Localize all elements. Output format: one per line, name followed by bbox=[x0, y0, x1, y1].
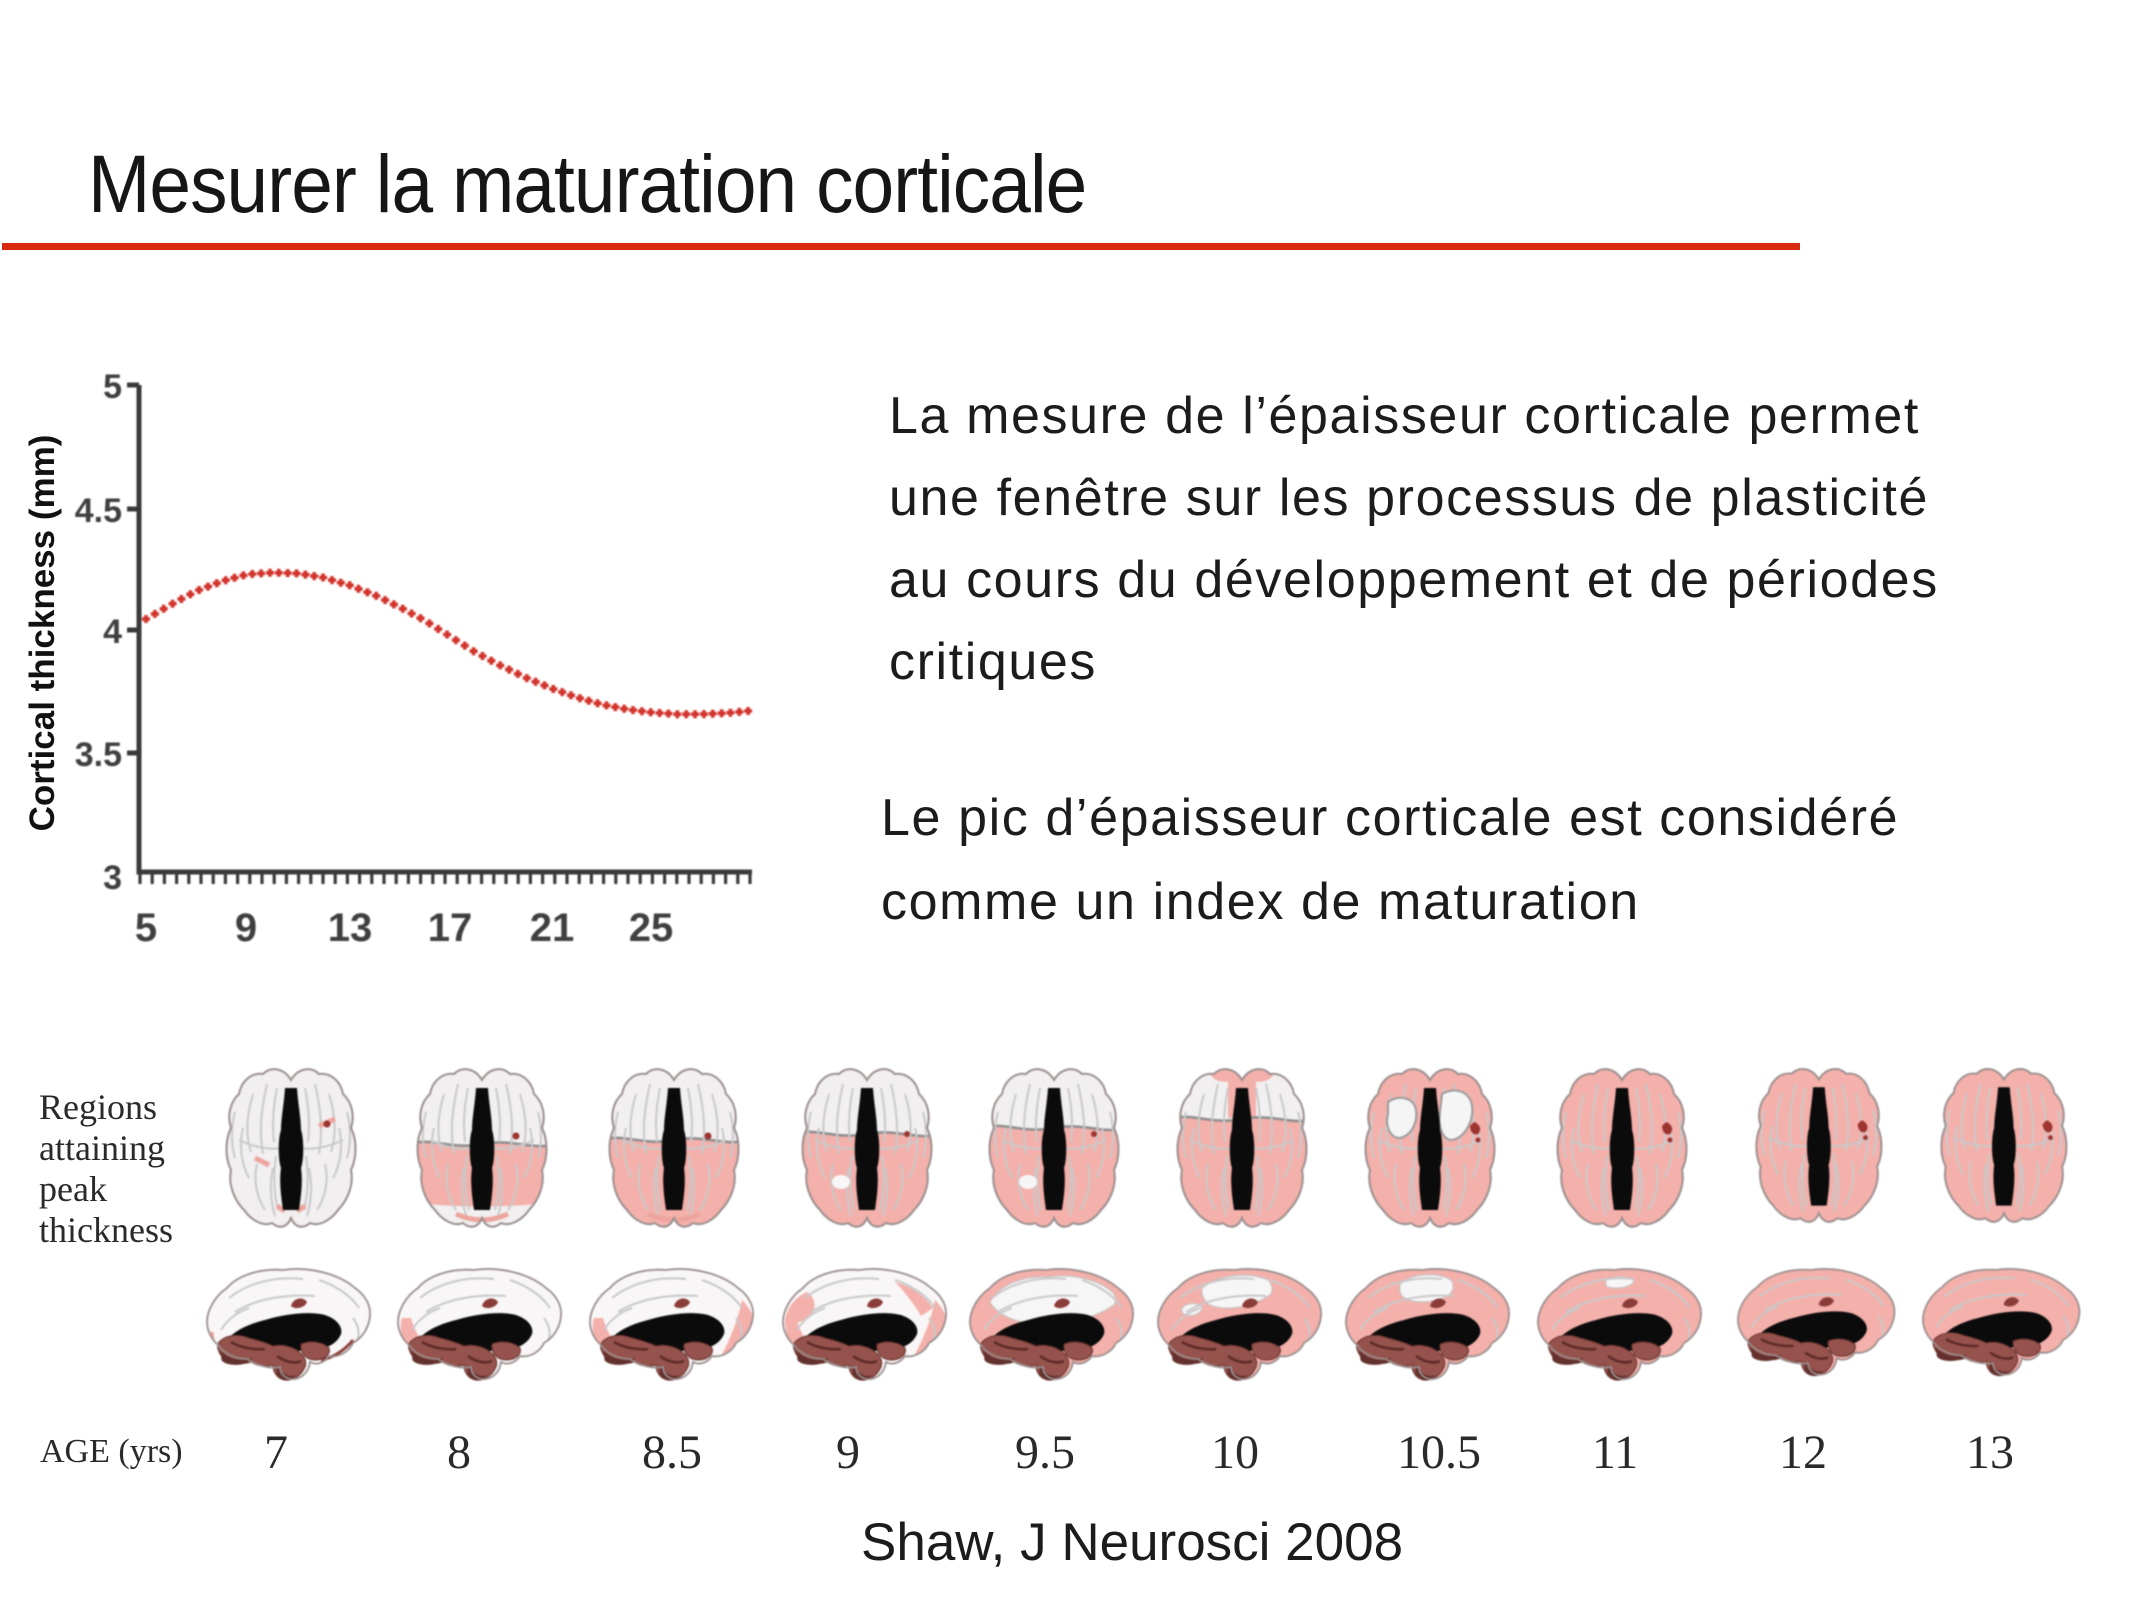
svg-text:4: 4 bbox=[103, 613, 122, 651]
svg-text:5: 5 bbox=[103, 368, 122, 406]
svg-text:25: 25 bbox=[629, 906, 674, 950]
svg-text:13: 13 bbox=[328, 906, 373, 950]
svg-text:5: 5 bbox=[135, 906, 157, 950]
svg-text:21: 21 bbox=[530, 906, 575, 950]
svg-text:3: 3 bbox=[103, 859, 122, 897]
svg-text:3.5: 3.5 bbox=[75, 736, 122, 774]
svg-text:9: 9 bbox=[235, 906, 257, 950]
svg-text:4.5: 4.5 bbox=[75, 492, 122, 530]
svg-text:17: 17 bbox=[428, 906, 473, 950]
